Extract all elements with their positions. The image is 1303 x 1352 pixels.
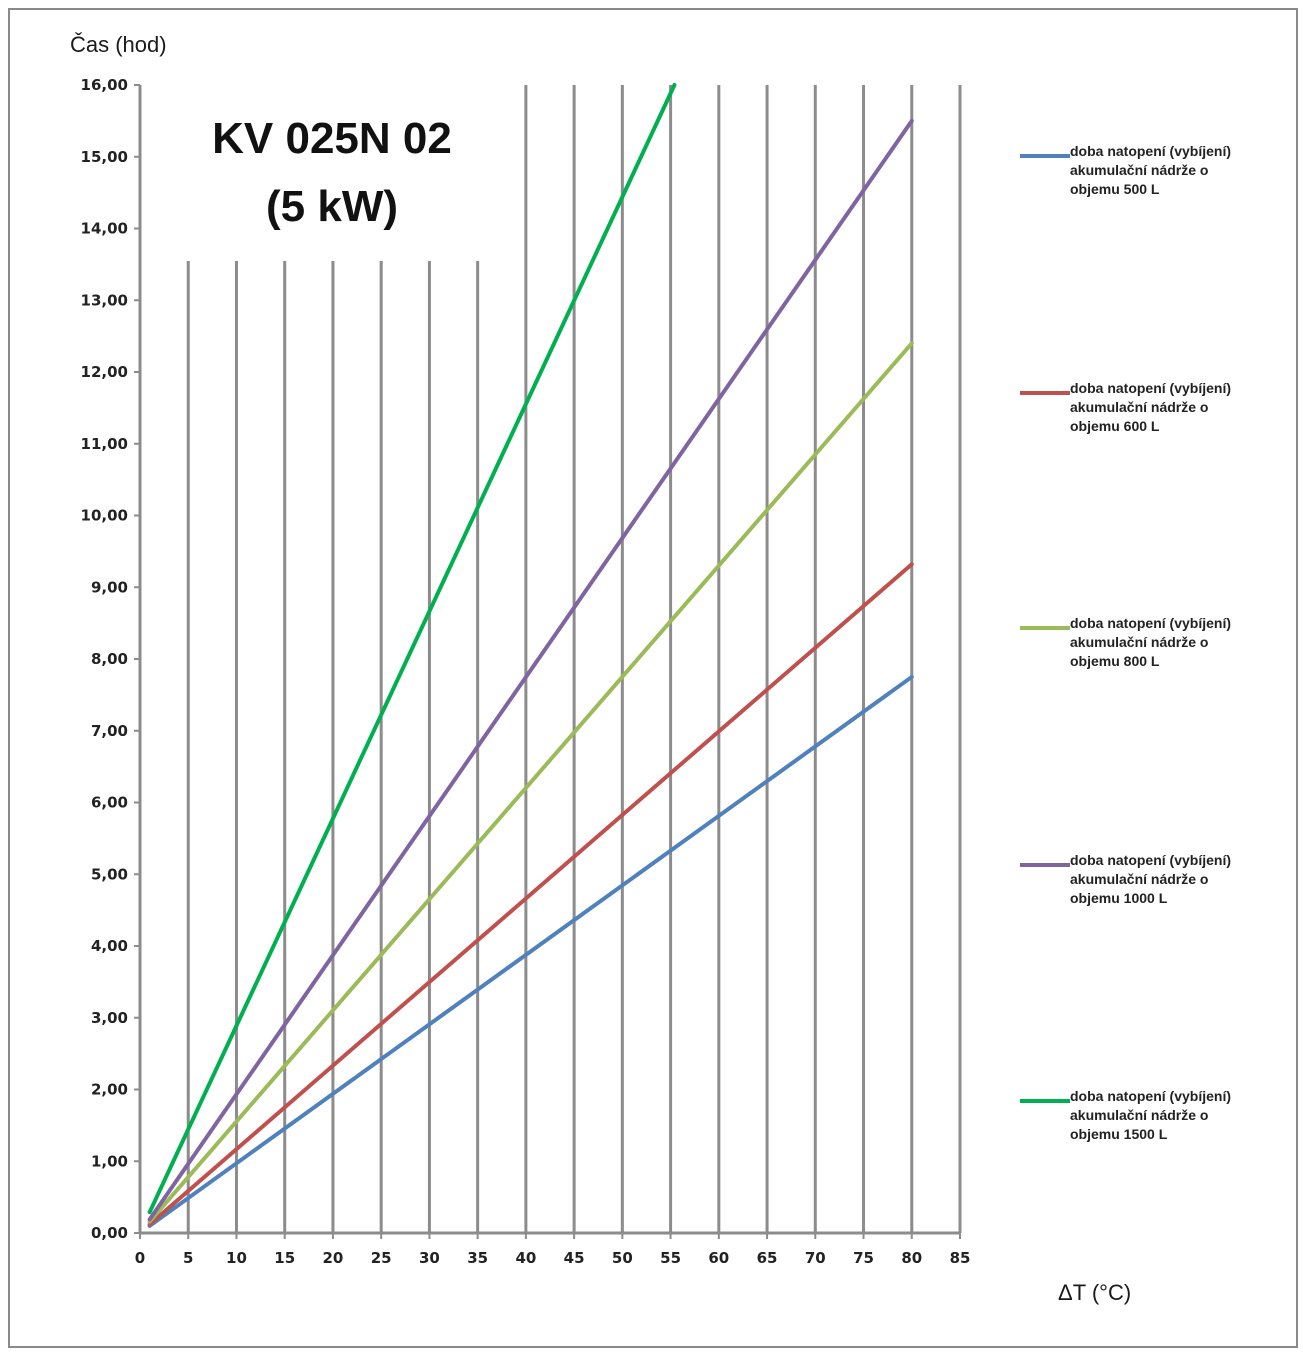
x-tick-label-60: 60	[708, 1249, 729, 1267]
legend-label-1500: doba natopení (vybíjení) akumulační nádr…	[1070, 1087, 1300, 1144]
x-tick-label-30: 30	[419, 1249, 440, 1267]
chart-title-line-2: (5 kW)	[266, 182, 398, 231]
y-tick-label-10,00: 10,00	[81, 507, 128, 525]
x-tick-label-40: 40	[515, 1249, 536, 1267]
legend-label-1500-line-2: akumulační nádrže o	[1070, 1107, 1209, 1123]
x-tick-label-5: 5	[183, 1249, 193, 1267]
legend-label-800-line-3: objemu 800 L	[1070, 653, 1160, 669]
y-axis-label: Čas (hod)	[70, 32, 167, 57]
legend-label-1500-line-1: doba natopení (vybíjení)	[1070, 1088, 1232, 1104]
x-tick-label-85: 85	[950, 1249, 971, 1267]
x-axis-label: ΔT (°C)	[1058, 1280, 1132, 1305]
y-tick-label-4,00: 4,00	[91, 937, 128, 955]
legend-label-800-line-2: akumulační nádrže o	[1070, 634, 1209, 650]
chart-frame	[8, 8, 1298, 1348]
legend-label-800-line-1: doba natopení (vybíjení)	[1070, 615, 1232, 631]
y-tick-label-12,00: 12,00	[81, 363, 128, 381]
legend-label-800: doba natopení (vybíjení) akumulační nádr…	[1070, 614, 1300, 671]
legend-label-600-line-3: objemu 600 L	[1070, 418, 1160, 434]
x-tick-label-50: 50	[612, 1249, 633, 1267]
legend-label-1500-line-3: objemu 1500 L	[1070, 1126, 1168, 1142]
x-tick-label-75: 75	[853, 1249, 874, 1267]
legend-swatch-600	[1020, 391, 1070, 395]
chart-title-line-1: KV 025N 02	[212, 114, 452, 163]
y-tick-label-14,00: 14,00	[81, 220, 128, 238]
y-tick-label-15,00: 15,00	[81, 148, 128, 166]
axis-layer	[134, 84, 961, 1239]
x-tick-label-45: 45	[564, 1249, 585, 1267]
x-tick-label-20: 20	[323, 1249, 344, 1267]
x-tick-label-55: 55	[660, 1249, 681, 1267]
legend-label-500-line-1: doba natopení (vybíjení)	[1070, 143, 1232, 159]
y-tick-label-1,00: 1,00	[91, 1152, 128, 1170]
tick-layer: 0 5 10 15 20 25 30 35 40 45 50 55 60 65 70 75 80 85 0,00 1,…	[81, 76, 971, 1267]
series-line-1000	[147, 118, 914, 1222]
x-tick-label-70: 70	[805, 1249, 826, 1267]
x-tick-label-15: 15	[274, 1249, 295, 1267]
y-tick-label-5,00: 5,00	[91, 865, 128, 883]
series-line-800	[147, 341, 914, 1224]
legend-label-600: doba natopení (vybíjení) akumulační nádr…	[1070, 379, 1300, 436]
legend-swatch-500	[1020, 154, 1070, 158]
legend-label-1000-line-3: objemu 1000 L	[1070, 890, 1168, 906]
x-tick-label-10: 10	[226, 1249, 247, 1267]
y-tick-label-7,00: 7,00	[91, 722, 128, 740]
chart-title: KV 025N 02 (5 kW)	[162, 85, 502, 261]
legend-label-600-line-1: doba natopení (vybíjení)	[1070, 380, 1232, 396]
y-tick-label-16,00: 16,00	[81, 76, 128, 94]
legend-label-1000: doba natopení (vybíjení) akumulační nádr…	[1070, 851, 1300, 908]
legend-label-1000-line-1: doba natopení (vybíjení)	[1070, 852, 1232, 868]
legend-label-600-line-2: akumulační nádrže o	[1070, 399, 1209, 415]
legend-label-500-line-3: objemu 500 L	[1070, 181, 1160, 197]
x-tick-label-65: 65	[757, 1249, 778, 1267]
legend-label-1000-line-2: akumulační nádrže o	[1070, 871, 1209, 887]
y-tick-label-3,00: 3,00	[91, 1009, 128, 1027]
y-tick-label-6,00: 6,00	[91, 794, 128, 812]
grid-layer	[186, 85, 962, 1233]
x-tick-label-0: 0	[135, 1249, 145, 1267]
legend-label-500: doba natopení (vybíjení) akumulační nádr…	[1070, 142, 1300, 199]
x-tick-label-35: 35	[467, 1249, 488, 1267]
x-tick-label-25: 25	[371, 1249, 392, 1267]
y-tick-label-13,00: 13,00	[81, 291, 128, 309]
legend-swatch-800	[1020, 626, 1070, 630]
series-line-500	[147, 674, 914, 1228]
y-tick-label-9,00: 9,00	[91, 578, 128, 596]
x-tick-label-80: 80	[901, 1249, 922, 1267]
legend-label-500-line-2: akumulační nádrže o	[1070, 162, 1209, 178]
series-line-1500	[147, 83, 677, 1215]
series-line-600	[147, 562, 914, 1227]
legend-swatch-1500	[1020, 1099, 1070, 1103]
y-tick-label-0,00: 0,00	[91, 1224, 128, 1242]
series-layer	[147, 83, 914, 1228]
y-tick-label-8,00: 8,00	[91, 650, 128, 668]
y-tick-label-2,00: 2,00	[91, 1081, 128, 1099]
legend-swatch-1000	[1020, 863, 1070, 867]
y-tick-label-11,00: 11,00	[81, 435, 128, 453]
